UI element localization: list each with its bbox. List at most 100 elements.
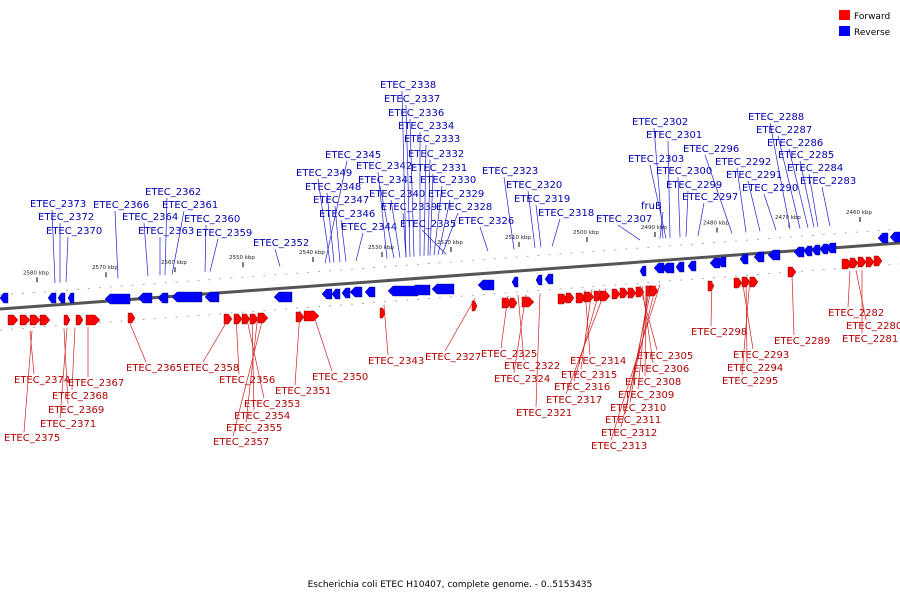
forward-gene-arrow [241,313,251,325]
reverse-gene-arrow [137,292,153,304]
reverse-gene-leader [697,202,705,236]
reverse-gene-label: ETEC_2285 [778,150,834,161]
forward-gene-leader [129,323,147,363]
reverse-gene-label: ETEC_2342 [356,161,412,172]
forward-gene-arrow [19,314,31,326]
forward-gene-label: ETEC_2365 [126,363,182,374]
reverse-gene-label: ETEC_2283 [800,176,856,187]
reverse-track-guide [0,228,900,296]
reverse-gene-arrow [171,291,203,303]
reverse-gene-leader [423,144,427,256]
reverse-gene-leader [143,222,149,277]
forward-gene-label: ETEC_2306 [633,364,689,375]
reverse-gene-leader [204,224,207,272]
forward-gene-leader [500,295,509,349]
reverse-gene-label: ETEC_2302 [632,117,688,128]
reverse-gene-arrow [104,293,131,305]
reverse-gene-leader [441,212,459,255]
forward-gene-label: ETEC_2281 [842,334,898,345]
reverse-gene-label: ETEC_2359 [196,228,252,239]
reverse-gene-arrow [349,286,363,298]
forward-gene-arrow [471,300,478,312]
reverse-gene-arrow [535,274,543,286]
reverse-gene-leader [164,197,168,275]
forward-gene-label: ETEC_2368 [52,391,108,402]
forward-gene-label: ETEC_2325 [481,349,537,360]
reverse-gene-leader [788,148,809,228]
kbp-label: 2490 kbp [641,225,667,231]
reverse-gene-leader [51,209,56,283]
reverse-gene-leader [340,219,347,262]
forward-gene-label: ETEC_2308 [625,377,681,388]
forward-gene-label: ETEC_2294 [727,363,783,374]
reverse-gene-leader [704,154,733,234]
reverse-gene-label: ETEC_2346 [319,209,375,220]
kbp-label: 2460 kbp [846,210,872,216]
forward-gene-arrow [707,280,715,292]
reverse-gene-arrow [331,288,341,300]
forward-gene-label: ETEC_2321 [516,408,572,419]
forward-gene-label: ETEC_2280 [846,321,900,332]
forward-gene-leader [513,294,527,374]
reverse-gene-label: ETEC_2318 [538,208,594,219]
forward-gene-arrow [29,314,41,326]
forward-gene-leader [63,328,69,405]
forward-gene-label: ETEC_2371 [40,419,96,430]
forward-gene-leader [444,298,476,352]
reverse-gene-label: ETEC_2288 [748,112,804,123]
reverse-gene-arrow [364,286,376,298]
kbp-label: 2520 kbp [437,240,463,246]
reverse-gene-label: ETEC_2320 [506,180,562,191]
reverse-gene-leader [401,90,407,258]
reverse-gene-label: ETEC_2332 [408,149,464,160]
reverse-gene-leader [429,173,434,256]
reverse-gene-leader [324,160,348,264]
reverse-gene-label: ETEC_2296 [683,144,739,155]
reverse-gene-label: ETEC_2290 [742,183,798,194]
forward-gene-label: ETEC_2311 [605,415,661,426]
reverse-gene-arrow [204,291,220,303]
reverse-gene-arrow [825,242,837,254]
reverse-genes: ETEC_2373ETEC_2372ETEC_2370ETEC_2366ETEC… [0,80,900,305]
forward-gene-arrow [733,277,743,289]
reverse-gene-leader [808,173,819,228]
legend: Forward Reverse [839,10,891,38]
reverse-gene-label: ETEC_2297 [682,192,738,203]
reverse-gene-label: ETEC_2333 [404,134,460,145]
forward-gene-label: ETEC_2314 [570,356,626,367]
reverse-gene-arrow [717,256,727,268]
reverse-gene-label: ETEC_2340 [369,189,425,200]
reverse-gene-arrow [709,257,721,269]
reverse-gene-arrow [819,243,829,255]
reverse-gene-label: ETEC_2301 [646,130,702,141]
forward-gene-arrow [575,292,587,304]
forward-gene-label: ETEC_2289 [774,336,830,347]
reverse-gene-arrow [0,292,9,304]
forward-gene-arrow [303,310,320,322]
reverse-gene-label: ETEC_2364 [122,212,178,223]
reverse-gene-arrow [889,231,900,243]
legend-reverse-swatch [839,26,850,36]
reverse-gene-label: ETEC_2300 [656,166,712,177]
reverse-gene-leader [427,159,431,256]
reverse-gene-leader [405,104,411,257]
forward-gene-leader [791,274,795,336]
kbp-label: 2540 kbp [299,250,325,256]
kbp-label: 2550 kbp [229,255,255,261]
forward-gene-label: ETEC_2298 [691,327,747,338]
reverse-gene-arrow [639,265,647,277]
reverse-gene-leader [437,199,451,255]
legend-forward-label: Forward [854,12,890,22]
reverse-gene-label: ETEC_2326 [458,216,514,227]
forward-gene-leader [610,284,661,441]
forward-gene-leader [847,270,851,308]
forward-gene-arrow [85,314,101,326]
kbp-label: 2500 kbp [573,230,599,236]
reverse-gene-label: ETEC_2284 [787,163,843,174]
reverse-gene-leader [503,176,515,250]
kbp-label: 2530 kbp [368,245,394,251]
reverse-gene-label: ETEC_2339 [381,202,437,213]
forward-gene-leader [620,284,657,428]
forward-gene-label: ETEC_2315 [561,370,617,381]
forward-gene-label: ETEC_2350 [312,372,368,383]
